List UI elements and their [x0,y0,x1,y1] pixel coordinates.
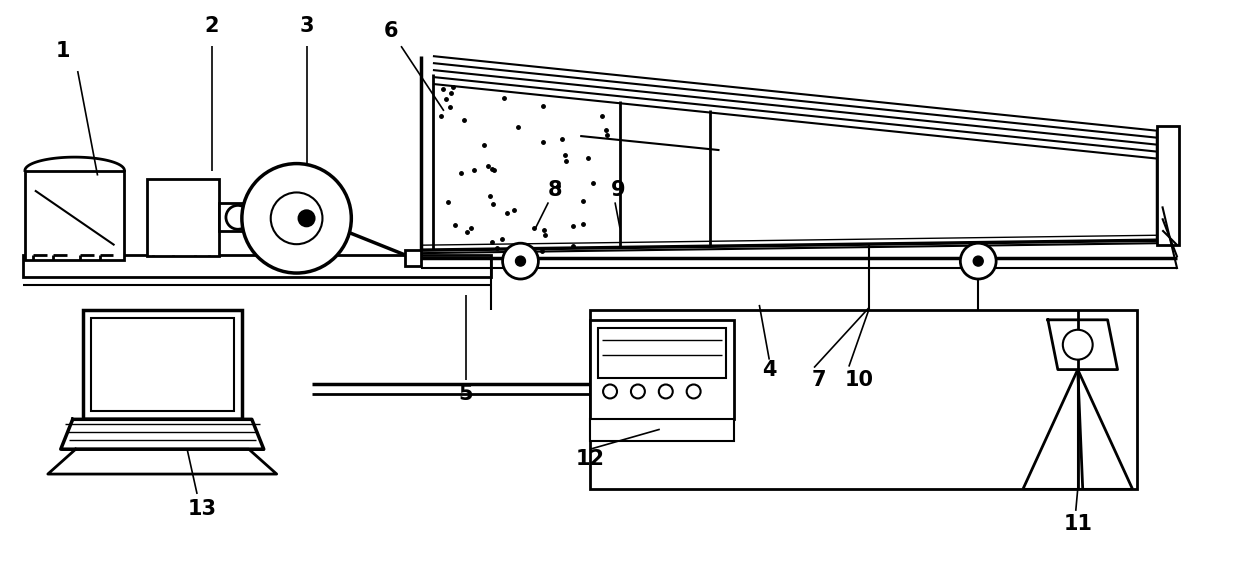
Circle shape [603,384,618,398]
Bar [24,255,491,277]
Text: 11: 11 [1063,514,1092,534]
Circle shape [960,243,996,279]
Circle shape [226,205,249,229]
Text: 1: 1 [56,41,69,61]
Bar [148,178,219,256]
Text: 4: 4 [763,359,776,380]
Circle shape [973,256,983,266]
Bar [590,310,1137,489]
Bar [83,310,242,419]
Bar [91,318,234,411]
Text: 6: 6 [384,22,398,41]
Text: 13: 13 [187,499,217,519]
Text: 9: 9 [610,181,625,200]
Bar [405,250,422,266]
Text: 10: 10 [844,370,873,389]
Circle shape [270,192,322,244]
Circle shape [299,211,315,226]
Circle shape [502,243,538,279]
Text: 3: 3 [299,16,314,36]
Text: 5: 5 [459,384,474,405]
Polygon shape [48,449,277,474]
Bar [590,320,734,419]
Bar [1157,126,1179,245]
Polygon shape [61,419,264,449]
Text: 12: 12 [575,449,605,469]
Bar [219,203,257,231]
Circle shape [658,384,673,398]
Circle shape [516,256,526,266]
Text: 8: 8 [548,181,563,200]
Circle shape [242,164,351,273]
Bar [598,328,727,378]
Text: 7: 7 [812,370,826,389]
Text: 2: 2 [205,16,219,36]
Circle shape [687,384,701,398]
Bar [590,419,734,441]
Bar [25,170,124,260]
Circle shape [1063,330,1092,359]
Circle shape [631,384,645,398]
Polygon shape [1048,320,1117,370]
